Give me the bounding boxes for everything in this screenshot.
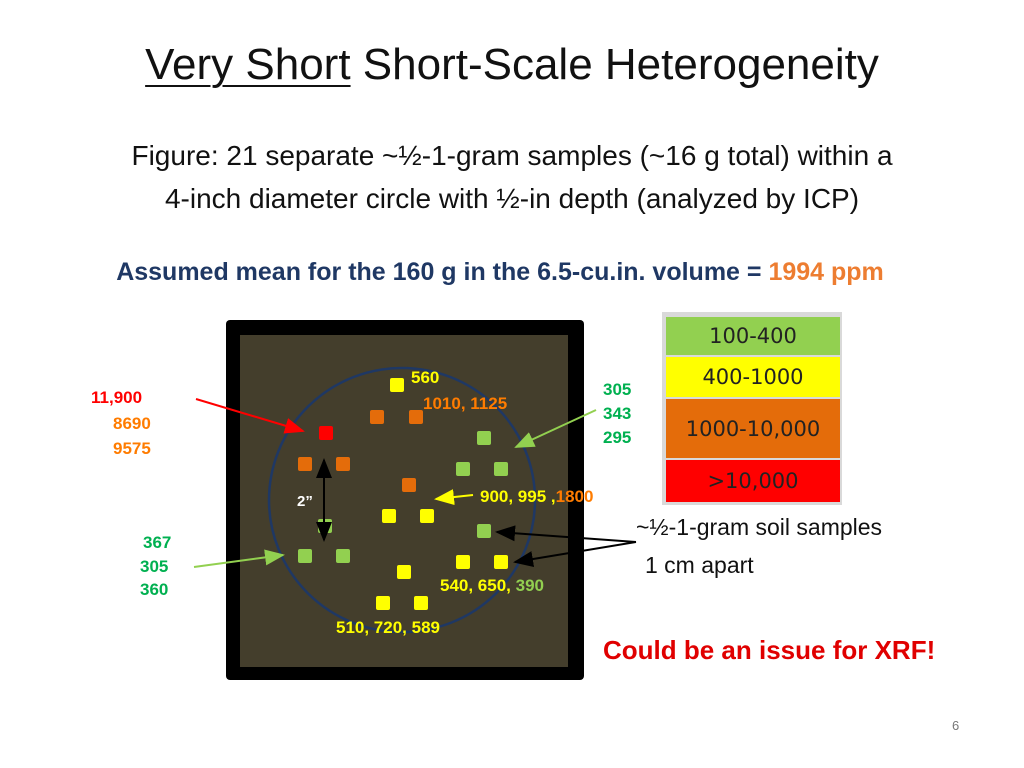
assumed-mean-text: Assumed mean for the 160 g in the 6.5-cu… — [116, 258, 769, 286]
legend-item-1000-10000: 1000-10,000 — [666, 399, 840, 458]
spacing-note: 1 cm apart — [645, 552, 754, 578]
label-11900: 11,900 — [91, 388, 143, 407]
soil-surface — [240, 335, 568, 667]
sample-dot-green — [494, 462, 508, 476]
sample-dot-orange — [402, 478, 416, 492]
label-900-995: 900, 995 , — [480, 487, 556, 506]
sample-dot-green — [477, 524, 491, 538]
green-callout-arrow-right — [514, 409, 597, 448]
sample-dot-green — [477, 431, 491, 445]
label-900-995-1800: 900, 995 ,1800 — [480, 488, 593, 505]
label-540-650-390: 540, 650, 390 — [440, 577, 544, 594]
sample-note-arrow-2 — [513, 541, 637, 567]
sample-dot-orange — [336, 457, 350, 471]
sample-dot-yellow — [397, 565, 411, 579]
legend-item-400-1000: 400-1000 — [666, 357, 840, 397]
legend-item-100-400: 100-400 — [666, 317, 840, 355]
page-number: 6 — [952, 718, 960, 733]
title-rest: Short-Scale Heterogeneity — [362, 40, 879, 89]
sample-dot-green — [298, 549, 312, 563]
sample-dot-yellow — [420, 509, 434, 523]
assumed-mean: Assumed mean for the 160 g in the 6.5-cu… — [0, 258, 1000, 287]
sample-dot-red — [319, 426, 333, 440]
sampling-circle — [267, 366, 537, 634]
sample-dot-green — [456, 462, 470, 476]
slide-title: Very Short Short-Scale Heterogeneity — [0, 40, 1024, 90]
label-343: 343 — [603, 404, 632, 423]
sample-dot-yellow — [414, 596, 428, 610]
label-367: 367 — [143, 533, 172, 552]
assumed-mean-value: 1994 ppm — [768, 258, 884, 286]
label-560: 560 — [411, 368, 440, 387]
sample-note-arrow-1 — [495, 525, 637, 543]
label-540-650: 540, 650, — [440, 576, 516, 595]
xrf-warning: Could be an issue for XRF! — [603, 635, 936, 665]
sample-dot-green — [336, 549, 350, 563]
sample-dot-orange — [370, 410, 384, 424]
label-8690: 8690 — [113, 414, 151, 433]
label-295: 295 — [603, 428, 632, 447]
label-360: 360 — [140, 580, 169, 599]
legend-item-over-10000: >10,000 — [666, 460, 840, 502]
label-305-right: 305 — [603, 380, 632, 399]
label-1800: 1800 — [555, 487, 594, 506]
label-305-left: 305 — [140, 557, 169, 576]
subtitle-line-1: Figure: 21 separate ~½-1-gram samples (~… — [131, 140, 893, 171]
samples-note: ~½-1-gram soil samples — [636, 514, 883, 540]
sample-dot-yellow — [376, 596, 390, 610]
sample-dot-yellow — [456, 555, 470, 569]
sample-dot-orange — [298, 457, 312, 471]
green-callout-arrow-left — [193, 549, 285, 568]
sample-dot-yellow — [390, 378, 404, 392]
subtitle-line-2: 4-inch diameter circle with ½-in depth (… — [164, 183, 860, 214]
sample-dot-yellow — [382, 509, 396, 523]
sample-dot-yellow — [494, 555, 508, 569]
yellow-callout-arrow — [434, 489, 474, 506]
sample-dot-orange — [409, 410, 423, 424]
red-callout-arrow — [195, 398, 305, 434]
label-510-720-589: 510, 720, 589 — [336, 618, 440, 637]
diameter-label: 2” — [297, 493, 313, 510]
label-9575: 9575 — [113, 439, 151, 458]
label-1010-1125: 1010, 1125 — [423, 394, 508, 413]
title-underlined: Very Short — [145, 40, 351, 89]
label-390: 390 — [515, 576, 544, 595]
